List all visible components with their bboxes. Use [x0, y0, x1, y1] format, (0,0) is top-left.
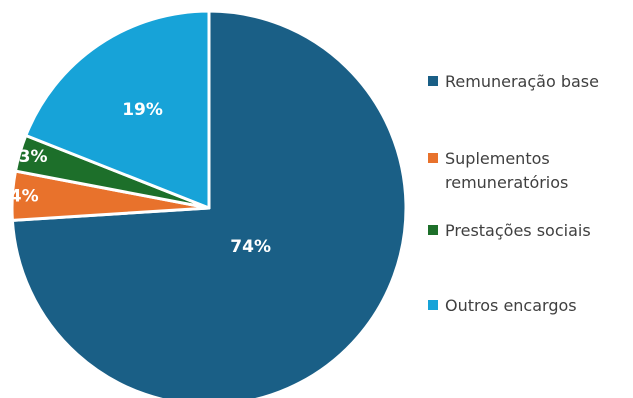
legend: Remuneração base Suplementos remuneratór…: [428, 0, 633, 398]
pie-chart: 74% 4% 3% 19%: [10, 9, 406, 398]
data-label-2: 3%: [19, 147, 48, 167]
legend-label: Prestações sociais: [445, 221, 591, 240]
legend-swatch: [428, 300, 438, 310]
data-label-0: 74%: [230, 237, 271, 257]
legend-swatch: [428, 153, 438, 163]
pie-slice-3: [24, 9, 211, 210]
legend-label-line: remuneratórios: [445, 173, 569, 192]
legend-item-outros-encargos: Outros encargos: [428, 294, 577, 318]
legend-swatch: [428, 76, 438, 86]
legend-swatch: [428, 225, 438, 235]
legend-label: Suplementos remuneratórios: [445, 147, 568, 195]
legend-label: Remuneração base: [445, 72, 599, 91]
legend-label: Outros encargos: [445, 296, 577, 315]
data-label-3: 19%: [122, 100, 163, 120]
data-label-1: 4%: [10, 186, 39, 206]
legend-item-remuneracao-base: Remuneração base: [428, 70, 599, 94]
legend-item-suplementos: Suplementos remuneratórios: [428, 147, 568, 195]
legend-item-prestacoes-sociais: Prestações sociais: [428, 219, 591, 243]
legend-label-line: Suplementos: [445, 149, 550, 168]
